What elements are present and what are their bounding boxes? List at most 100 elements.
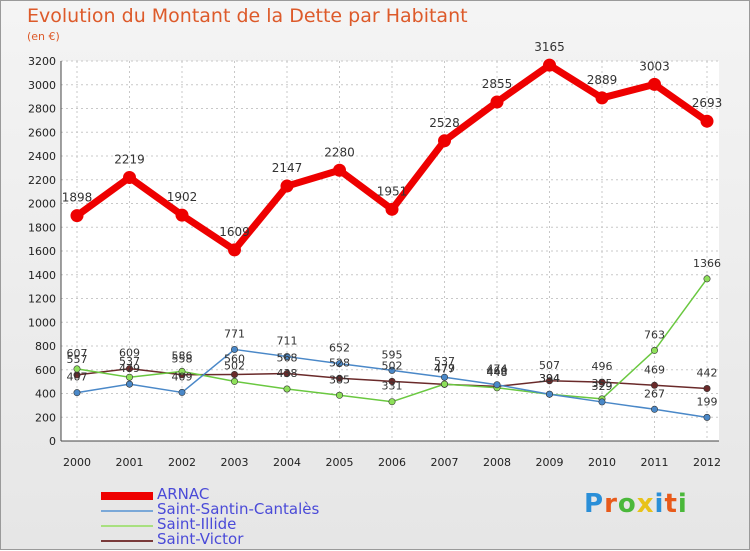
data-point [178, 367, 186, 375]
legend-swatch [101, 525, 153, 527]
data-point [231, 370, 239, 378]
data-label: 537 [434, 355, 455, 368]
data-label: 711 [277, 335, 298, 348]
data-label: 355 [592, 377, 613, 390]
data-point [598, 398, 606, 406]
data-label: 568 [277, 352, 298, 365]
y-tick-label: 800 [35, 340, 56, 353]
data-label: 2855 [482, 77, 513, 91]
y-tick-label: 600 [35, 364, 56, 377]
data-point [543, 58, 556, 72]
data-label: 2147 [272, 161, 303, 175]
data-label: 474 [487, 363, 508, 376]
legend-label: Saint-Illide [157, 515, 237, 533]
data-label: 479 [119, 362, 140, 375]
legend-label: Saint-Santin-Cantalès [157, 500, 320, 518]
data-point [545, 390, 553, 398]
y-tick-label: 200 [35, 411, 56, 424]
data-point [280, 179, 294, 193]
data-label: 460 [487, 364, 508, 377]
data-point [126, 365, 134, 373]
data-point [73, 389, 81, 397]
data-label: 267 [644, 387, 665, 400]
y-tick-label: 1600 [28, 245, 56, 258]
data-point [545, 377, 553, 385]
data-point [385, 202, 399, 216]
data-point [126, 380, 134, 388]
data-label: 331 [382, 380, 403, 393]
data-point [598, 378, 606, 386]
data-point [73, 365, 81, 373]
data-point [175, 208, 189, 222]
x-tick-label: 2011 [641, 456, 669, 469]
y-tick-label: 2600 [28, 126, 56, 139]
chart-title: Evolution du Montant de la Dette par Hab… [27, 5, 468, 27]
data-point [438, 134, 451, 148]
data-label: 496 [592, 360, 613, 373]
x-tick-label: 2010 [588, 456, 616, 469]
data-point [650, 346, 658, 354]
y-tick-label: 3200 [28, 55, 56, 68]
data-point [335, 391, 343, 399]
data-point [388, 398, 396, 406]
data-label: 1366 [693, 257, 721, 270]
data-label: 771 [224, 327, 245, 340]
data-label: 1609 [219, 225, 250, 239]
x-tick-label: 2012 [693, 456, 721, 469]
data-point [388, 377, 396, 385]
data-point [440, 373, 448, 381]
legend-swatch [101, 510, 153, 512]
y-tick-label: 2400 [28, 150, 56, 163]
legend-label: Saint-Victor [157, 530, 244, 548]
data-label: 763 [644, 328, 665, 341]
plot-area [61, 61, 719, 441]
data-point [333, 163, 346, 177]
data-point [595, 91, 609, 105]
data-point [493, 381, 501, 389]
data-point [700, 114, 714, 128]
x-tick-label: 2005 [326, 456, 354, 469]
data-point [703, 275, 711, 283]
data-label: 609 [119, 347, 140, 360]
data-point [126, 373, 134, 381]
y-axis-unit: (en €) [27, 30, 60, 43]
data-point [283, 370, 291, 378]
y-tick-label: 3000 [28, 79, 56, 92]
data-label: 502 [224, 359, 245, 372]
data-point [178, 388, 186, 396]
data-label: 448 [487, 366, 508, 379]
data-label: 537 [119, 355, 140, 368]
data-point [388, 366, 396, 374]
data-point [231, 377, 239, 385]
x-tick-label: 2009 [536, 456, 564, 469]
logo-letter: t [664, 489, 678, 519]
data-label: 2219 [114, 152, 145, 166]
data-label: 3003 [639, 59, 670, 73]
y-tick-label: 1400 [28, 269, 56, 282]
logo-letter: r [604, 489, 618, 519]
data-point [703, 413, 711, 421]
data-label: 394 [539, 372, 560, 385]
data-label: 528 [329, 356, 350, 369]
data-label: 479 [434, 362, 455, 375]
data-point [650, 381, 658, 389]
logo-letter: i [654, 489, 665, 519]
data-label: 394 [539, 372, 560, 385]
data-point [648, 77, 661, 91]
logo-letter: o [617, 489, 637, 519]
data-label: 607 [67, 347, 88, 360]
data-label: 586 [172, 349, 193, 362]
legend-label: ARNAC [157, 485, 210, 503]
data-label: 557 [67, 353, 88, 366]
y-tick-label: 2200 [28, 174, 56, 187]
data-point [283, 385, 291, 393]
data-label: 477 [434, 362, 455, 375]
proxiti-logo: Proxiti [584, 489, 688, 519]
data-point [335, 360, 343, 368]
legend-swatch [101, 540, 153, 542]
data-point [335, 374, 343, 382]
data-point [283, 353, 291, 361]
data-label: 652 [329, 342, 350, 355]
